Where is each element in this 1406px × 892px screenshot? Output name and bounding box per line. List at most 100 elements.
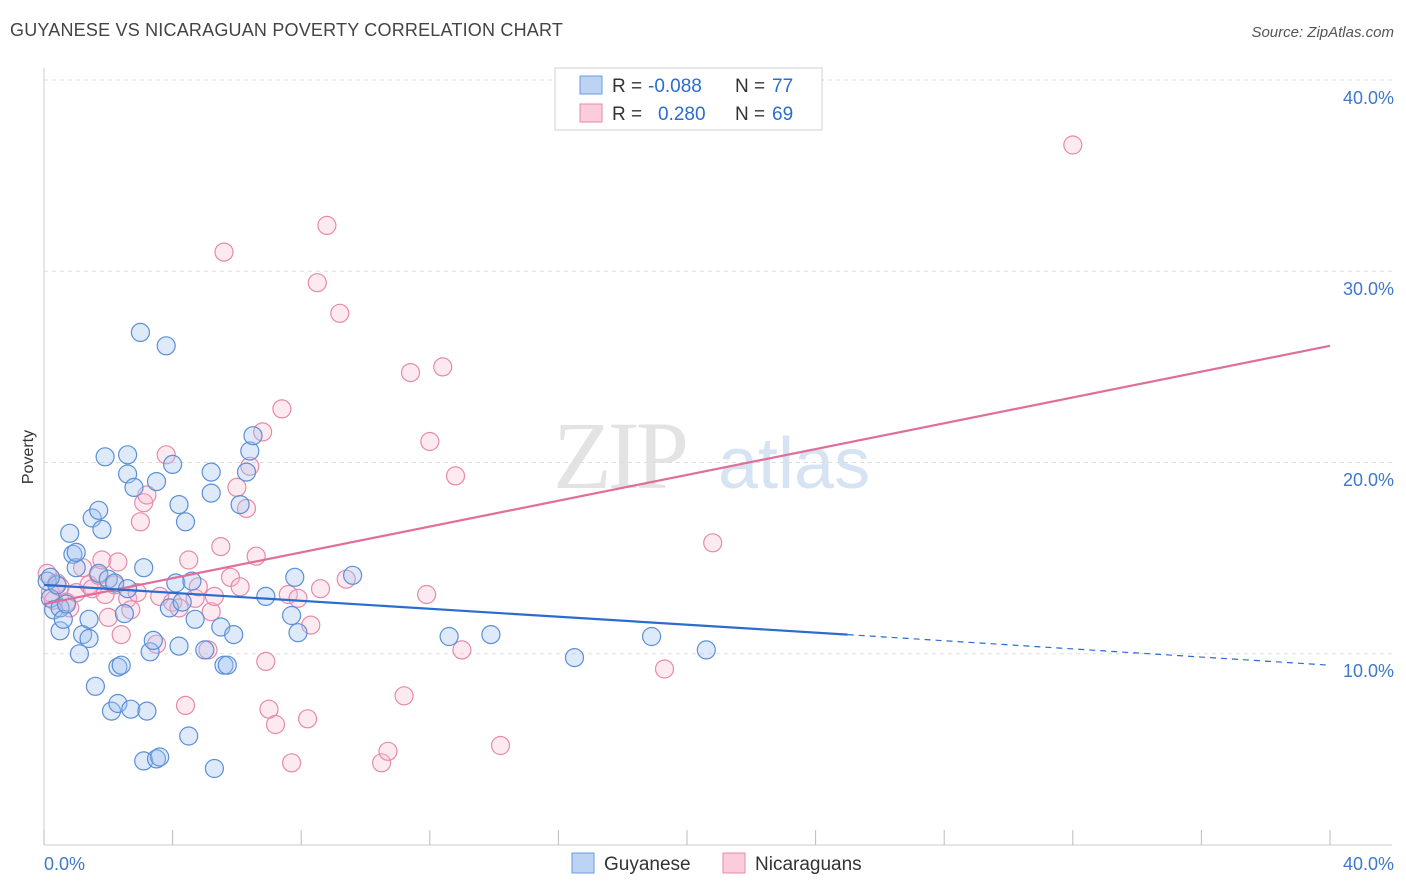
guyanese-point-47 [169, 636, 189, 656]
watermark: ZIP atlas [553, 402, 870, 509]
nicaraguans-point-55 [310, 579, 331, 599]
nicaraguans-trend-line [43, 344, 1331, 606]
y-tick-label-20: 20.0% [1343, 470, 1394, 490]
guyanese-point-64 [240, 441, 260, 461]
nicaraguans-point-67 [452, 640, 472, 660]
guyanese-point-34 [130, 322, 150, 342]
nicaraguans-point-20 [127, 582, 147, 603]
stats-box: R = -0.088 N = 77 R = 0.280 N = 69 [554, 67, 823, 131]
guyanese-point-71 [439, 626, 459, 647]
nicaraguans-point-66 [445, 466, 466, 486]
nicaraguans-point-59 [372, 753, 392, 773]
gridlines [44, 79, 1392, 655]
nicaraguans-point-22 [134, 493, 154, 513]
guyanese-point-40 [146, 472, 167, 492]
guyanese-point-17 [85, 676, 106, 696]
nicaraguans-point-40 [230, 577, 250, 597]
stats-n-label-nicaraguans: N = [735, 104, 765, 125]
guyanese-point-6 [53, 609, 73, 629]
legend-swatch-nicaraguans [722, 852, 746, 874]
nicaraguans-point-47 [265, 714, 286, 735]
guyanese-point-20 [92, 519, 112, 540]
guyanese-point-56 [201, 483, 221, 503]
guyanese-point-55 [201, 462, 221, 482]
stats-n-label-guyanese: N = [735, 76, 765, 97]
nicaraguans-point-51 [288, 588, 308, 608]
guyanese-point-43 [156, 336, 176, 356]
nicaraguans-point-16 [108, 552, 128, 572]
stats-r-value-guyanese: -0.088 [648, 76, 702, 97]
guyanese-points [37, 322, 716, 779]
y-axis-label: Poverty [20, 430, 37, 484]
nicaraguans-point-24 [146, 634, 167, 654]
guyanese-point-33 [124, 477, 144, 497]
guyanese-point-45 [163, 454, 183, 474]
legend: Guyanese Nicaraguans [571, 852, 862, 875]
nicaraguans-point-48 [272, 399, 292, 419]
guyanese-point-50 [175, 512, 196, 532]
guyanese-point-23 [101, 701, 122, 721]
legend-swatch-guyanese [571, 852, 595, 874]
guyanese-point-27 [111, 655, 131, 675]
guyanese-point-60 [217, 655, 237, 675]
stats-n-value-guyanese: 77 [772, 76, 793, 97]
nicaraguans-point-57 [330, 303, 350, 323]
nicaraguans-point-50 [282, 753, 302, 773]
guyanese-point-61 [224, 624, 244, 645]
guyanese-point-74 [641, 626, 662, 647]
guyanese-point-76 [40, 567, 61, 587]
x-axis-ticks [43, 830, 1331, 845]
guyanese-point-66 [256, 586, 276, 607]
nicaraguans-point-69 [654, 659, 675, 679]
nicaraguans-point-62 [400, 363, 421, 383]
guyanese-point-11 [66, 542, 86, 563]
guyanese-point-70 [343, 565, 363, 585]
nicaraguans-point-52 [298, 709, 318, 729]
guyanese-point-54 [195, 640, 215, 660]
guyanese-point-42 [150, 747, 170, 767]
guyanese-point-63 [236, 462, 257, 482]
guyanese-point-14 [79, 609, 99, 629]
nicaraguans-points [37, 135, 1083, 773]
stats-n-value-nicaraguans: 69 [772, 104, 793, 125]
guyanese-point-48 [169, 495, 189, 515]
stats-r-label-guyanese: R = [612, 76, 642, 97]
nicaraguans-point-36 [211, 536, 231, 557]
guyanese-point-68 [285, 567, 305, 587]
guyanese-point-69 [288, 623, 308, 643]
guyanese-point-44 [159, 598, 179, 618]
guyanese-point-53 [185, 609, 205, 629]
guyanese-point-39 [143, 630, 163, 651]
nicaraguans-point-54 [307, 273, 327, 293]
x-tick-label-max: 40.0% [1343, 854, 1394, 874]
guyanese-point-52 [182, 571, 202, 591]
legend-item-guyanese[interactable]: Guyanese [571, 852, 691, 875]
guyanese-point-28 [114, 603, 135, 624]
nicaraguans-point-61 [394, 686, 414, 706]
guyanese-point-10 [66, 558, 86, 578]
y-tick-label-40: 40.0% [1343, 88, 1394, 108]
guyanese-point-21 [95, 447, 115, 467]
legend-label-nicaraguans: Nicaraguans [755, 854, 862, 875]
legend-item-nicaraguans[interactable]: Nicaraguans [722, 852, 862, 875]
guyanese-point-19 [89, 563, 109, 584]
guyanese-point-75 [696, 640, 716, 660]
stats-r-label-nicaraguans: R = [612, 104, 642, 125]
guyanese-trend-extension [847, 634, 1331, 666]
chart-title: GUYANESE VS NICARAGUAN POVERTY CORRELATI… [10, 20, 564, 40]
guyanese-point-73 [564, 647, 585, 668]
nicaraguans-point-63 [417, 584, 437, 605]
nicaraguans-point-45 [256, 651, 276, 672]
nicaraguans-point-42 [240, 456, 260, 476]
nicaraguans-point-65 [433, 357, 453, 377]
y-tick-label-30: 30.0% [1343, 279, 1394, 299]
guyanese-point-25 [108, 657, 128, 677]
nicaraguans-point-60 [378, 741, 398, 761]
guyanese-point-4 [50, 621, 70, 641]
y-tick-label-10: 10.0% [1343, 661, 1394, 681]
watermark-zip: ZIP [553, 402, 686, 509]
guyanese-trend-line [43, 583, 848, 636]
x-tick-label-min: 0.0% [44, 854, 85, 874]
guyanese-point-15 [79, 628, 99, 649]
nicaraguans-point-71 [1063, 135, 1083, 155]
